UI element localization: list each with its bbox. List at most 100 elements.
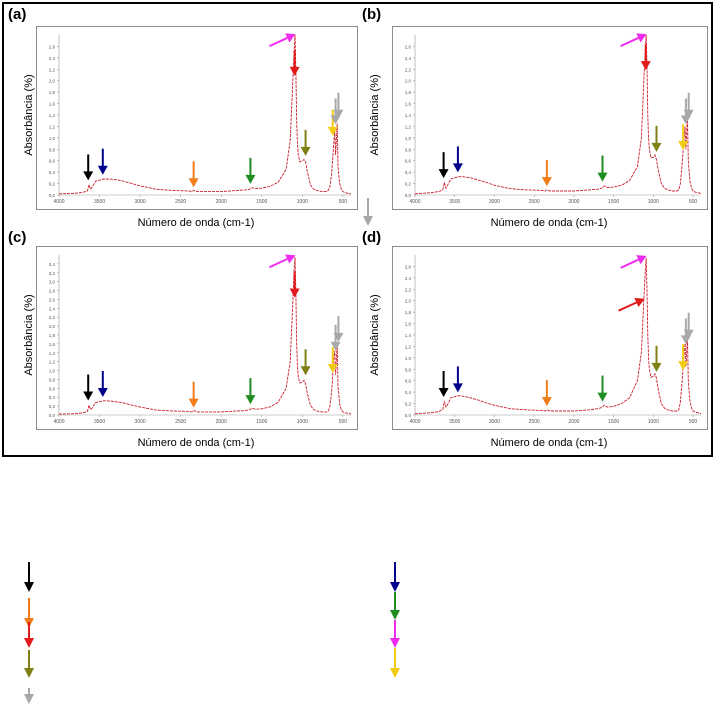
y-tick-label: 2,4 [405, 276, 412, 281]
y-tick-label: 2,2 [49, 67, 56, 72]
y-tick-label: 1,4 [405, 113, 412, 118]
legend-olive-arrow-icon [24, 650, 34, 678]
x-tick-label: 3500 [449, 199, 460, 205]
x-tick-label: 3000 [489, 419, 500, 425]
black-arrow-icon [83, 374, 94, 401]
y-tick-label: 2,0 [405, 79, 412, 84]
y-tick-label: 1,8 [405, 90, 412, 95]
yellow-arrow-icon [327, 347, 338, 373]
y-tick-label: 2,8 [49, 289, 56, 294]
y-tick-label: 1,4 [405, 333, 412, 338]
x-tick-label: 3500 [94, 419, 105, 425]
panel-c-plot: 0,0 0,2 0,4 0,6 0,8 1,0 1,2 1,4 1,6 1,8 2,0 2,2 2,4 2… [36, 246, 358, 430]
y-tick-label: 1,6 [405, 102, 412, 107]
x-tick-label: 500 [339, 419, 348, 425]
x-tick-label: 1500 [608, 419, 619, 425]
y-tick-label: 0,4 [405, 170, 412, 175]
x-tick-label: 3000 [135, 419, 146, 425]
y-tick-label: 3,4 [49, 262, 56, 267]
black-arrow-icon [438, 152, 449, 179]
x-tick-label: 1000 [648, 419, 659, 425]
x-tick-label: 2000 [216, 199, 227, 205]
y-tick-label: 1,6 [405, 322, 412, 327]
x-tick-label: 500 [689, 419, 698, 425]
y-tick-label: 1,6 [49, 342, 56, 347]
panel-a-xlabel: Número de onda (cm-1) [137, 217, 255, 229]
y-tick-label: 0,6 [49, 159, 56, 164]
legend-yellow-arrow-icon [390, 648, 400, 678]
x-tick-label: 2500 [175, 419, 186, 425]
y-tick-label: 1,6 [49, 102, 56, 107]
x-tick-label: 3500 [94, 199, 105, 205]
x-tick-label: 1500 [256, 419, 267, 425]
x-tick-label: 1000 [648, 199, 659, 205]
panel-b-letter: (b) [362, 6, 382, 23]
yellow-arrow-icon [678, 344, 689, 371]
y-tick-label: 1,2 [405, 124, 412, 129]
figure-frame: (a) Absorbância (%) 0,0 0,2 0,4 0,6 0,8 1,0 1,… [2, 2, 713, 457]
red-arrow-icon [640, 44, 651, 71]
orange-arrow-icon [541, 380, 552, 407]
y-tick-label: 1,8 [49, 90, 56, 95]
x-tick-label: 2500 [529, 199, 540, 205]
olive-arrow-icon [300, 129, 311, 156]
y-tick-label: 0,6 [49, 386, 56, 391]
gray-arrow-icon [333, 315, 344, 342]
y-tick-label: 1,4 [49, 351, 56, 356]
x-tick-label: 3000 [135, 199, 146, 205]
y-tick-label: 1,2 [49, 360, 56, 365]
y-tick-label: 0,4 [49, 170, 56, 175]
panel-d-plot: 0,0 0,2 0,4 0,6 0,8 1,0 1,2 1,4 1,6 1,8 2,0 2,2 2,4 2… [392, 246, 708, 430]
panel-a-letter: (a) [8, 6, 27, 23]
panel-b-ylabel: Absorbância (%) [369, 74, 381, 156]
y-tick-label: 0,8 [405, 147, 412, 152]
x-tick-label: 4000 [53, 199, 64, 205]
yellow-arrow-icon [327, 109, 338, 136]
x-tick-label: 3000 [489, 199, 500, 205]
x-tick-label: 2000 [216, 419, 227, 425]
x-tick-label: 2000 [568, 419, 579, 425]
y-tick-label: 1,0 [405, 136, 412, 141]
navy-arrow-icon [97, 371, 108, 397]
y-tick-label: 0,8 [405, 367, 412, 372]
navy-arrow-icon [452, 366, 463, 393]
y-tick-label: 0,2 [405, 182, 412, 187]
y-tick-label: 1,0 [49, 136, 56, 141]
yellow-arrow-icon [678, 124, 689, 151]
red-arrow-icon [289, 49, 300, 76]
y-tick-label: 3,2 [49, 271, 56, 276]
y-tick-label: 2,4 [49, 56, 56, 61]
y-tick-label: 2,4 [405, 56, 412, 61]
magenta-arrow-icon [269, 254, 296, 269]
y-tick-label: 1,0 [49, 369, 56, 374]
stray-gray-arrow-icon [363, 198, 373, 226]
black-arrow-icon [438, 371, 449, 397]
legend-magenta-arrow-icon [390, 620, 400, 648]
magenta-arrow-icon [620, 255, 647, 269]
gray-arrow-icon [683, 312, 694, 339]
x-tick-label: 1500 [608, 199, 619, 205]
green-arrow-icon [597, 155, 608, 182]
navy-arrow-icon [97, 148, 108, 175]
y-tick-label: 0,8 [49, 377, 56, 382]
y-tick-label: 1,4 [49, 113, 56, 118]
black-arrow-icon [83, 154, 94, 181]
legend-navy-arrow-icon [390, 562, 400, 592]
x-tick-label: 1000 [297, 419, 308, 425]
y-tick-label: 1,2 [49, 124, 56, 129]
panel-c-xlabel: Número de onda (cm-1) [137, 437, 255, 449]
panel-d-xlabel: Número de onda (cm-1) [490, 437, 608, 449]
legend-gray-arrow-icon [24, 688, 34, 704]
legend-black-arrow-icon [24, 562, 34, 592]
y-tick-label: 0,4 [405, 390, 412, 395]
y-tick-label: 0,0 [49, 193, 56, 198]
y-tick-label: 0,4 [49, 395, 56, 400]
y-tick-label: 2,0 [49, 324, 56, 329]
red-arrow-icon [289, 271, 300, 298]
y-tick-label: 2,0 [49, 79, 56, 84]
panel-b-plot: 0,0 0,2 0,4 0,6 0,8 1,0 1,2 1,4 1,6 1,8 2,0 2,2 2,4 2… [392, 26, 708, 210]
x-tick-label: 4000 [409, 419, 420, 425]
panel-d-ylabel: Absorbância (%) [369, 294, 381, 376]
panel-d-letter: (d) [362, 229, 382, 246]
y-tick-label: 0,2 [49, 404, 56, 409]
